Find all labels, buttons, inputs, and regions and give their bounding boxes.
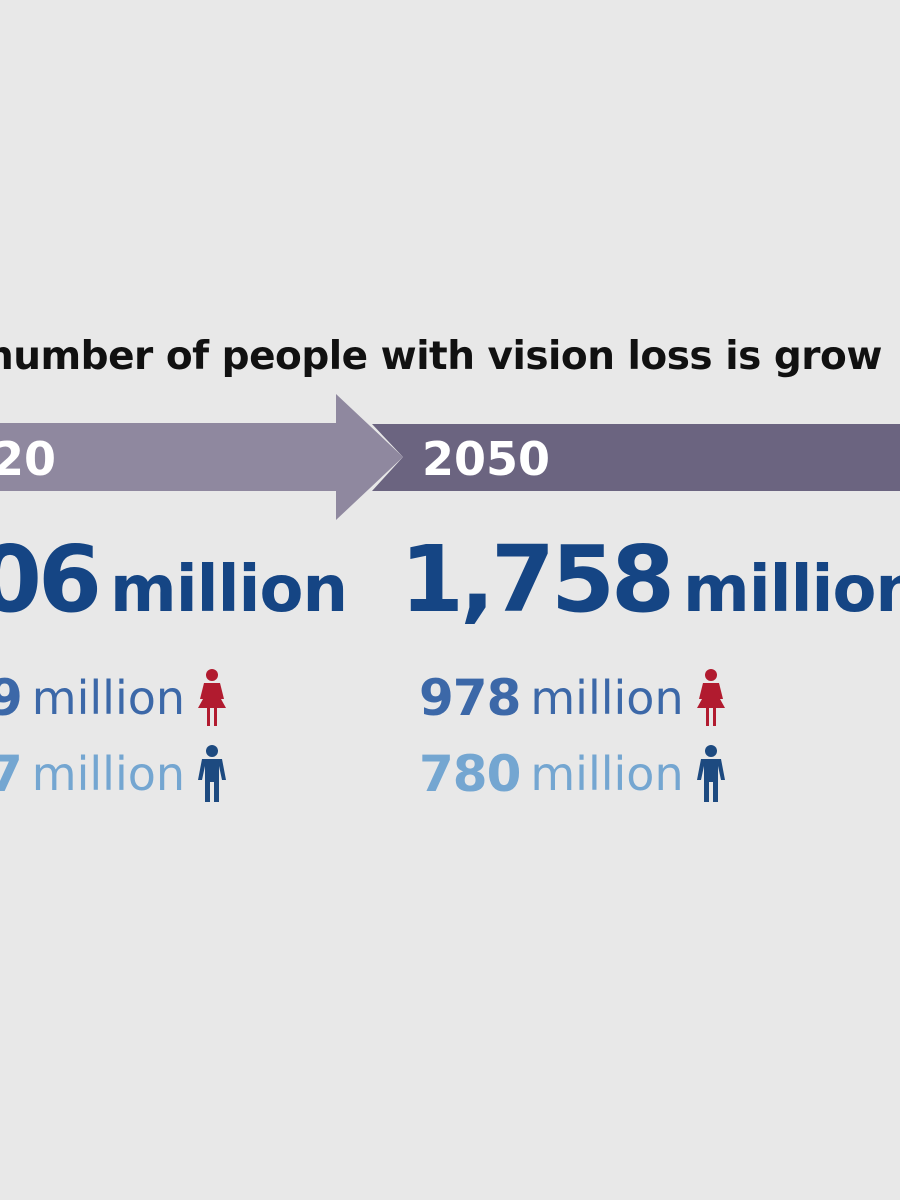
female-first: 9 million xyxy=(0,668,229,728)
total-second-value: 1,758 xyxy=(400,526,675,633)
timeline-arrow xyxy=(0,394,900,520)
female-first-value: 9 xyxy=(0,669,23,727)
female-second-unit: million xyxy=(530,671,684,725)
male-second-value: 780 xyxy=(419,745,521,803)
timeline-arrow-right-segment xyxy=(372,424,900,491)
female-second: 978 million xyxy=(419,668,728,728)
female-first-unit: million xyxy=(31,671,186,725)
male-second-unit: million xyxy=(530,747,684,801)
male-second: 780 million xyxy=(419,744,728,804)
total-second: 1,758 million xyxy=(400,534,900,626)
female-second-value: 978 xyxy=(419,669,521,727)
male-first-value: 7 xyxy=(0,745,23,803)
year-label-second: 2050 xyxy=(422,432,551,486)
male-person-icon xyxy=(696,745,725,802)
infographic-title: number of people with vision loss is gro… xyxy=(0,334,882,379)
female-person-icon xyxy=(696,669,725,726)
timeline-arrow-left-segment xyxy=(0,394,403,520)
male-first-unit: million xyxy=(31,747,186,801)
male-first: 7 million xyxy=(0,744,229,804)
total-second-unit: million xyxy=(683,553,900,627)
total-first: 06 million xyxy=(0,534,348,627)
male-person-icon xyxy=(198,745,227,802)
year-label-first: 20 xyxy=(0,432,57,486)
total-first-value: 06 xyxy=(0,526,102,633)
female-person-icon xyxy=(198,669,227,726)
total-first-unit: million xyxy=(110,553,348,627)
